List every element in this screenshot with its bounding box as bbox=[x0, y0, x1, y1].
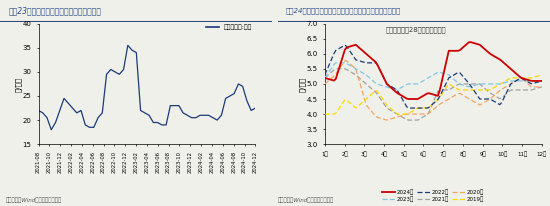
Legend: 2024年, 2023年, 2022年, 2021年, 2020年, 2019年: 2024年, 2023年, 2022年, 2021年, 2020年, 2019年 bbox=[380, 187, 486, 204]
Y-axis label: 元/公斤: 元/公斤 bbox=[299, 76, 305, 91]
Legend: 平均批发价:猪肉: 平均批发价:猪肉 bbox=[206, 24, 252, 30]
Text: 资料来源：Wind，国盛证券研究所: 资料来源：Wind，国盛证券研究所 bbox=[278, 197, 334, 203]
Text: 资料来源：Wind，国盛证券研究所: 资料来源：Wind，国盛证券研究所 bbox=[6, 197, 62, 203]
Y-axis label: 元/公斤: 元/公斤 bbox=[14, 76, 21, 91]
Text: 图表24：近半月蔬菜价格均值环比延续上涨，但弱于季节性: 图表24：近半月蔬菜价格均值环比延续上涨，但弱于季节性 bbox=[286, 7, 401, 14]
Text: 图表23：近半月猪肉价格中枢环比延续回落: 图表23：近半月猪肉价格中枢环比延续回落 bbox=[8, 6, 101, 15]
Text: 平均批发价：28种重点监测蔬菜: 平均批发价：28种重点监测蔬菜 bbox=[386, 26, 446, 33]
